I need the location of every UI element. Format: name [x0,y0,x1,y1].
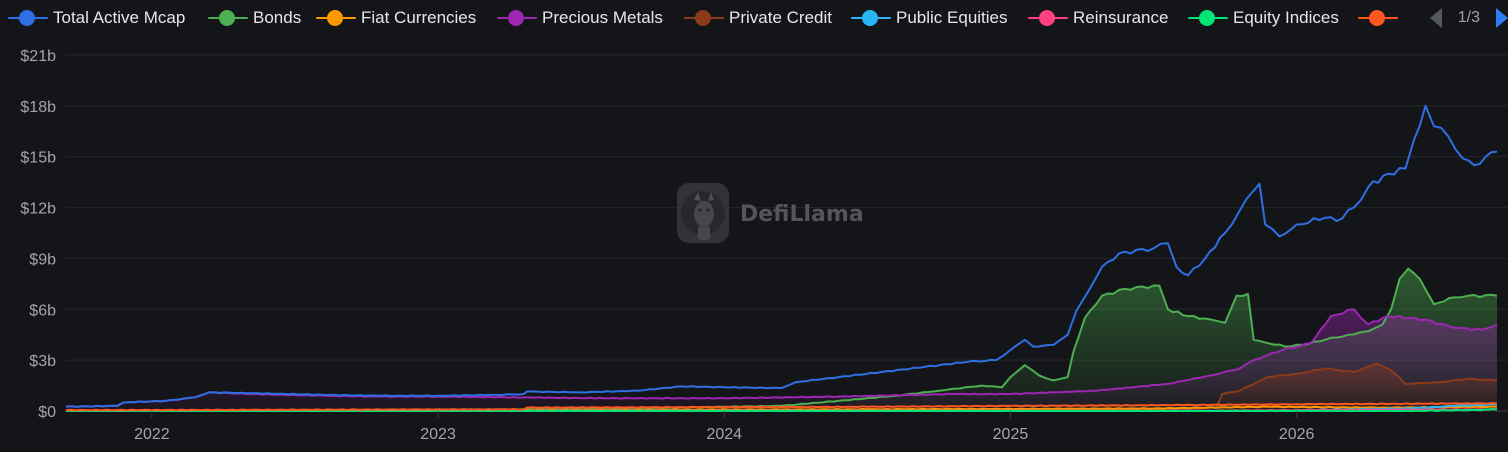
chart-lines [65,104,1498,412]
legend-label: Precious Metals [542,8,663,27]
legend-item-fiat-currencies[interactable]: Fiat Currencies [314,6,476,30]
legend-swatch-icon [206,6,250,30]
llama-logo-icon [677,183,729,243]
watermark: DefiLlama [677,183,864,243]
series-area-bonds [66,268,1497,411]
legend-item-total-active-mcap[interactable]: Total Active Mcap [6,6,185,30]
legend-pager: 1/3 [1429,6,1508,30]
y-tick-label: $18b [20,99,56,116]
legend-label: Fiat Currencies [361,8,477,27]
legend-swatch-icon [6,6,50,30]
legend-item-reinsurance[interactable]: Reinsurance [1026,6,1168,30]
legend-label: Private Credit [729,8,832,27]
chevron-left-icon[interactable] [1429,8,1442,28]
legend-label: Equity Indices [1233,8,1339,27]
legend-label: Total Active Mcap [53,8,186,27]
legend-item-private-credit[interactable]: Private Credit [682,6,832,30]
legend-swatch-icon [1356,6,1400,30]
chart-areas [66,268,1497,411]
legend-swatch-icon [849,6,893,30]
legend-swatch-icon [314,6,358,30]
legend-label: Bonds [253,8,302,27]
legend-item-public-equities[interactable]: Public Equities [849,6,1008,30]
y-tick-label: $0 [38,404,56,421]
series-line-unnamed [65,402,1498,412]
series-line-equity-indices [65,408,1497,412]
legend-page-indicator: 1/3 [1457,9,1480,26]
legend-item-truncated[interactable] [1356,6,1400,30]
y-tick-label: $21b [20,48,56,65]
legend-swatch-icon [682,6,726,30]
y-tick-label: $3b [29,353,56,370]
chart-legend: Total Active Mcap Bonds Fiat Currencies … [0,0,1508,36]
legend-item-equity-indices[interactable]: Equity Indices [1186,6,1339,30]
legend-swatch-icon [1026,6,1070,30]
x-tick-label: 2022 [134,426,170,443]
chevron-right-icon[interactable] [1496,8,1508,28]
chart-axes: $0 $3b $6b $9b $12b $15b $18b $21b 2022 2023 2024 2… [20,48,1314,443]
series-line-total-active-mcap [65,104,1498,408]
x-tick-label: 2025 [993,426,1029,443]
x-tick-label: 2023 [420,426,456,443]
legend-swatch-icon [495,6,539,30]
legend-swatch-icon [1186,6,1230,30]
legend-label: Reinsurance [1073,8,1169,27]
y-tick-label: $15b [20,150,56,167]
x-tick-label: 2024 [706,426,742,443]
legend-item-precious-metals[interactable]: Precious Metals [495,6,663,30]
series-area-private-credit [66,363,1497,411]
y-tick-label: $12b [20,201,56,218]
x-tick-label: 2026 [1279,426,1315,443]
legend-label: Public Equities [896,8,1008,27]
y-tick-label: $9b [29,251,56,268]
y-tick-label: $6b [29,302,56,319]
watermark-text: DefiLlama [740,202,864,227]
legend-item-bonds[interactable]: Bonds [206,6,301,30]
